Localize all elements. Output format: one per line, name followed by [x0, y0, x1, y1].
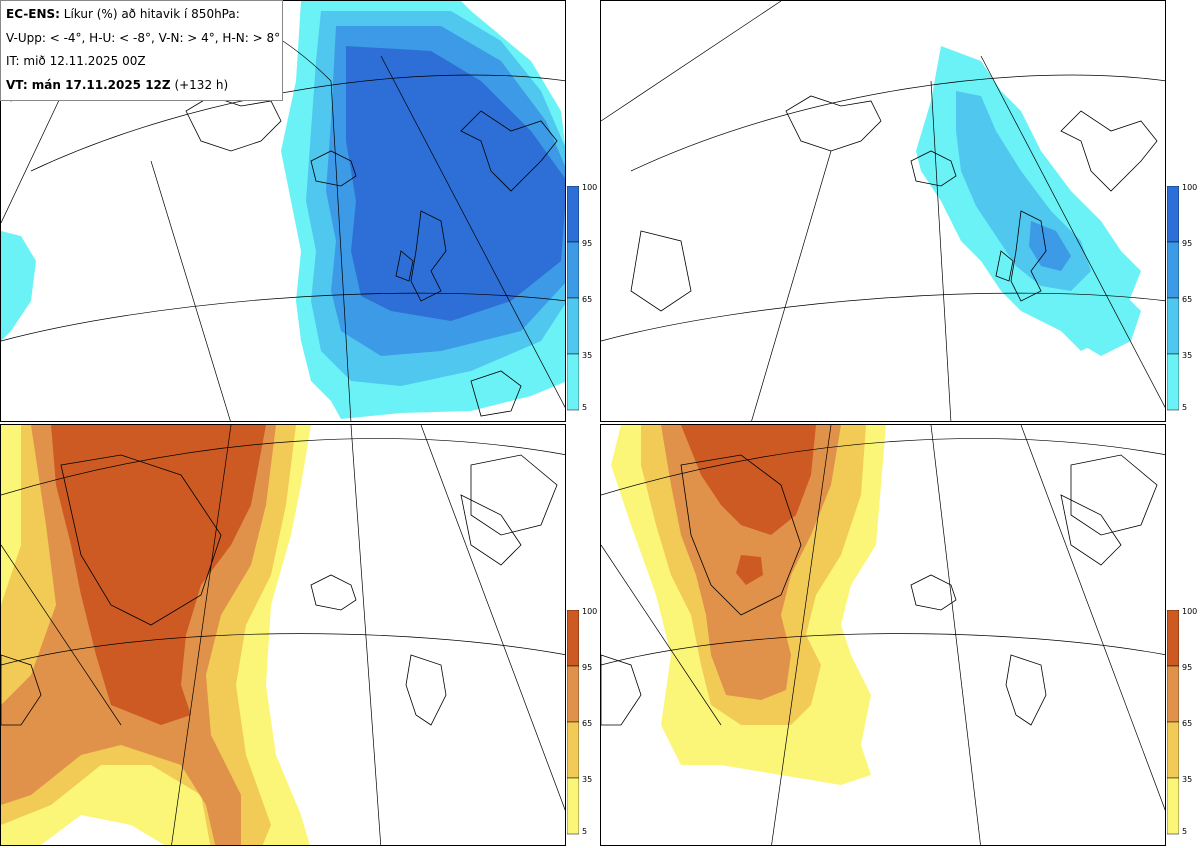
cb-warm8-35-65: [1167, 721, 1179, 779]
cb-warm8-tick-100: 100: [1182, 607, 1198, 616]
cb-cold4-tick-95: 95: [582, 239, 593, 248]
header-title-line: EC-ENS: Líkur (%) að hitavik í 850hPa:: [6, 5, 277, 29]
cb-cold8-tick-95: 95: [1182, 239, 1193, 248]
cold4-prob-5-west: [1, 231, 36, 341]
cold8-prob-5-south: [1071, 291, 1141, 356]
map-cold-8-svg: [601, 1, 1165, 421]
cb-warm8-tick-35: 35: [1182, 775, 1193, 784]
cb-warm4-5-35: [567, 777, 579, 835]
cb-warm4-95-100: [567, 610, 579, 667]
valid-time-line: VT: mán 17.11.2025 12Z (+132 h): [6, 76, 277, 100]
header-infobox: EC-ENS: Líkur (%) að hitavik í 850hPa: V…: [0, 0, 283, 101]
cb-cold8-5-35: [1167, 353, 1179, 411]
colorbar-cold-8: 100 95 65 35 5: [1167, 183, 1198, 412]
cb-warm4-tick-5: 5: [582, 827, 588, 836]
colorbar-warm-4: 100 95 65 35 5: [567, 607, 598, 836]
colorbar-warm-4-svg: [567, 610, 579, 835]
cb-warm4-65-95: [567, 665, 579, 723]
cb-warm4-tick-95: 95: [582, 663, 593, 672]
cb-cold8-65-95: [1167, 241, 1179, 299]
colorbar-warm-8: 100 95 65 35 5: [1167, 607, 1198, 836]
warm4-graticule: [1, 425, 565, 845]
warm4-prob-95: [51, 425, 266, 725]
variable-title: Líkur (%) að hitavik í 850hPa:: [63, 7, 240, 21]
map-cold-4-svg: [1, 1, 565, 421]
cb-cold4-5-35: [567, 353, 579, 411]
cb-warm8-95-100: [1167, 610, 1179, 667]
initial-time-line: IT: mið 12.11.2025 00Z: [6, 54, 146, 68]
cb-warm4-tick-100: 100: [582, 607, 598, 616]
colorbar-cold-8-svg: [1167, 186, 1179, 411]
cb-cold4-tick-35: 35: [582, 351, 593, 360]
cb-cold4-35-65: [567, 297, 579, 355]
map-warm-8-svg: [601, 425, 1165, 845]
warm4-coastlines: [1, 454, 558, 726]
cb-warm8-tick-95: 95: [1182, 663, 1193, 672]
cb-warm4-tick-65: 65: [582, 719, 593, 728]
warm8-prob-95: [681, 425, 816, 535]
colorbar-warm-8-svg: [1167, 610, 1179, 835]
warm8-coastlines: [601, 454, 1158, 726]
cold8-coastlines: [630, 95, 1158, 312]
model-name: EC-ENS:: [6, 7, 60, 21]
cb-warm8-5-35: [1167, 777, 1179, 835]
cb-cold8-tick-100: 100: [1182, 183, 1198, 192]
map-panel-warm-8: [600, 424, 1166, 846]
colorbar-cold-4: 100 95 65 35 5: [567, 183, 598, 412]
panel-legend-line: V-Upp: < -4°, H-U: < -8°, V-N: > 4°, H-N…: [6, 30, 281, 45]
cb-warm8-tick-5: 5: [1182, 827, 1188, 836]
map-panel-cold-8: [600, 0, 1166, 422]
cb-cold8-95-100: [1167, 186, 1179, 243]
cb-cold8-tick-65: 65: [1182, 295, 1193, 304]
lead-time: (+132 h): [174, 77, 229, 92]
cb-warm4-35-65: [567, 721, 579, 779]
cold4-graticule: [1, 1, 565, 421]
cb-warm4-tick-35: 35: [582, 775, 593, 784]
cold8-graticule: [601, 1, 1165, 421]
cb-warm8-tick-65: 65: [1182, 719, 1193, 728]
cold8-prob-65: [1029, 221, 1071, 271]
cb-cold4-tick-100: 100: [582, 183, 598, 192]
valid-time: VT: mán 17.11.2025 12Z: [6, 77, 171, 92]
cb-cold4-95-100: [567, 186, 579, 243]
warm8-graticule: [601, 425, 1165, 845]
colorbar-cold-4-svg: [567, 186, 579, 411]
cb-cold4-tick-5: 5: [582, 403, 588, 412]
map-panel-warm-4: [0, 424, 566, 846]
cb-cold4-65-95: [567, 241, 579, 299]
map-warm-4-svg: [1, 425, 565, 845]
cb-cold8-tick-5: 5: [1182, 403, 1188, 412]
cb-cold8-35-65: [1167, 297, 1179, 355]
cb-warm8-65-95: [1167, 665, 1179, 723]
cb-cold8-tick-35: 35: [1182, 351, 1193, 360]
cb-cold4-tick-65: 65: [582, 295, 593, 304]
warm8-prob-95-spot: [736, 555, 763, 585]
map-panel-cold-4: [0, 0, 566, 422]
